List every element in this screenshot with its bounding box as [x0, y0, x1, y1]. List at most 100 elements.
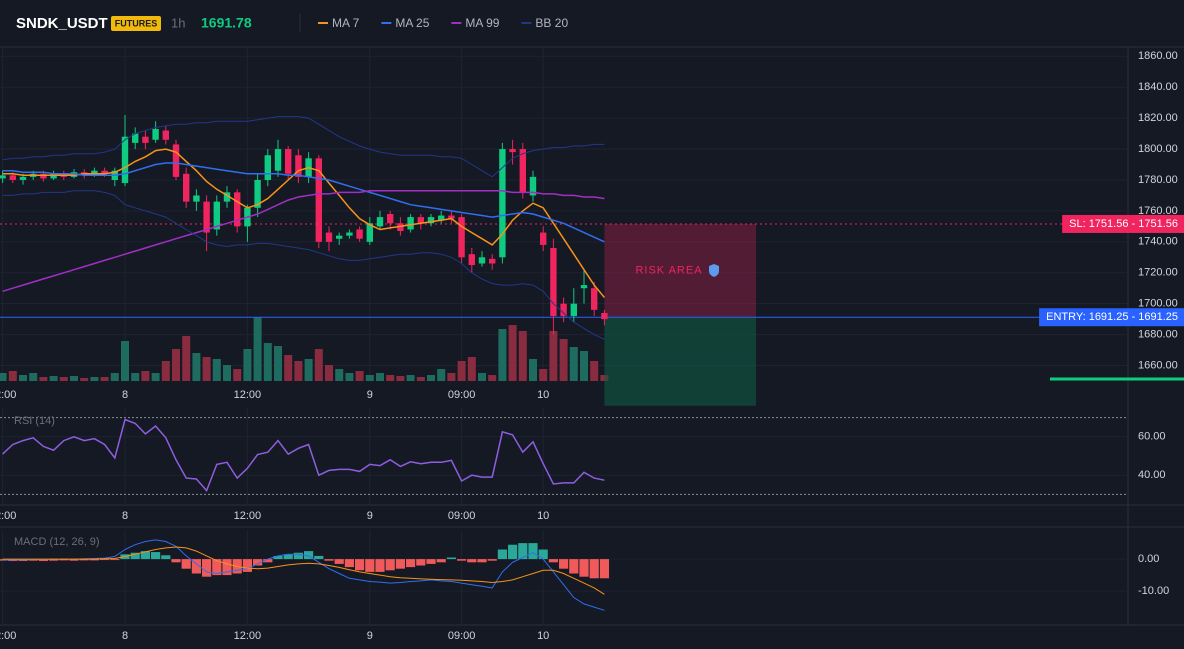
y-tick-label: 1760.00 [1138, 205, 1178, 217]
legend-label: MA 25 [395, 16, 429, 30]
macd-histogram-bar [497, 549, 507, 560]
macd-histogram-bar [242, 559, 252, 572]
interval: 1h [171, 15, 185, 30]
symbol: SNDK_USDT [16, 15, 108, 32]
x-tick-label: 12:00 [0, 510, 16, 522]
candle-body [172, 144, 180, 177]
candle-body [285, 149, 292, 174]
volume-bar [427, 375, 435, 381]
macd-histogram-bar [28, 559, 38, 561]
y-tick-label: 1840.00 [1138, 81, 1178, 93]
x-tick-label: 9 [367, 630, 373, 642]
macd-histogram-bar [140, 551, 150, 560]
volume-bar [498, 329, 507, 381]
candle-body [458, 217, 465, 258]
macd-histogram-bar [49, 559, 59, 561]
legend-label: MA 99 [465, 16, 499, 30]
y-tick-label: 0.00 [1138, 553, 1159, 565]
macd-histogram-bar [202, 559, 212, 577]
candle-body [366, 223, 373, 242]
macd-histogram-bar [487, 559, 497, 561]
volume-bar [345, 373, 354, 381]
macd-histogram-bar [406, 559, 416, 568]
x-tick-label: 12:00 [0, 630, 16, 642]
macd-histogram-bar [293, 552, 303, 560]
badge-bg [111, 16, 161, 31]
volume-bar [304, 359, 313, 381]
legend-label: BB 20 [535, 16, 568, 30]
level-tag: ENTRY: 1691.25 - 1691.25 [1039, 308, 1184, 327]
x-tick-label: 12:00 [234, 630, 262, 642]
volume-bar [80, 378, 89, 381]
macd-line [2, 539, 605, 611]
candle-body [489, 258, 496, 264]
volume-bar [580, 351, 588, 381]
candle-body [193, 195, 200, 202]
volume-bar [437, 369, 446, 381]
candle-body [336, 235, 343, 239]
x-tick-label: 09:00 [448, 630, 476, 642]
ma-line [2, 148, 605, 298]
macd-histogram-bar [212, 559, 222, 576]
macd-histogram-bar [59, 559, 69, 561]
macd-histogram-bar [222, 559, 232, 576]
x-tick-label: 12:00 [234, 510, 262, 522]
macd-histogram-bar [548, 559, 558, 563]
bb-upper [2, 116, 605, 178]
y-tick-label: 1700.00 [1138, 298, 1178, 310]
candle-body [142, 136, 149, 143]
volume-bar [70, 376, 78, 381]
volume-bar [549, 331, 558, 381]
y-tick-label: 1780.00 [1138, 174, 1178, 186]
macd-histogram-bar [314, 555, 324, 560]
candle-body [50, 173, 57, 179]
volume-bar [559, 339, 568, 381]
candle-body [223, 192, 231, 202]
volume-bar [59, 377, 68, 381]
candle-body [540, 232, 547, 245]
macd-line [2, 546, 605, 595]
macd-histogram-bar [344, 559, 354, 568]
candle-body [9, 175, 16, 180]
candle-body [550, 248, 557, 317]
candle-body [407, 217, 414, 230]
x-tick-label: 9 [367, 389, 373, 401]
volume-bar [529, 359, 537, 381]
volume-bar [182, 336, 191, 381]
level-tag-label: SL: 1751.56 - 1751.56 [1069, 218, 1178, 230]
ma-line [2, 190, 605, 293]
risk-area-label: RISK AREA [635, 264, 702, 276]
x-tick-label: 12:00 [0, 389, 16, 401]
candle-body [162, 130, 169, 140]
volume-bar [335, 369, 344, 381]
macd-histogram-bar [263, 559, 273, 563]
volume-bar [263, 343, 272, 381]
x-tick-label: 9 [367, 510, 373, 522]
candle-body [499, 149, 506, 258]
macd-histogram-bar [253, 559, 263, 566]
volume-bar [314, 349, 323, 381]
volume-bar [49, 376, 58, 381]
x-tick-label: 12:00 [234, 389, 262, 401]
volume-bar [8, 371, 17, 381]
macd-histogram-bar [457, 559, 467, 561]
volume-bar [284, 355, 293, 381]
volume-bar [141, 371, 150, 381]
candle-body [315, 158, 322, 242]
volume-bar [488, 375, 497, 381]
y-tick-label: 1800.00 [1138, 143, 1178, 155]
rsi-line [2, 418, 605, 493]
macd-histogram-bar [518, 543, 528, 560]
candle-body [468, 254, 475, 266]
candle-body [234, 192, 241, 227]
x-tick-label: 10 [537, 510, 549, 522]
macd-histogram-bar [283, 554, 293, 560]
candle-body [213, 201, 220, 230]
macd-histogram-bar [477, 559, 487, 563]
candle-body [325, 232, 333, 242]
candle-body [387, 214, 394, 224]
candle-body [203, 201, 210, 233]
candle-body [295, 155, 302, 177]
macd-histogram-bar [589, 559, 599, 579]
